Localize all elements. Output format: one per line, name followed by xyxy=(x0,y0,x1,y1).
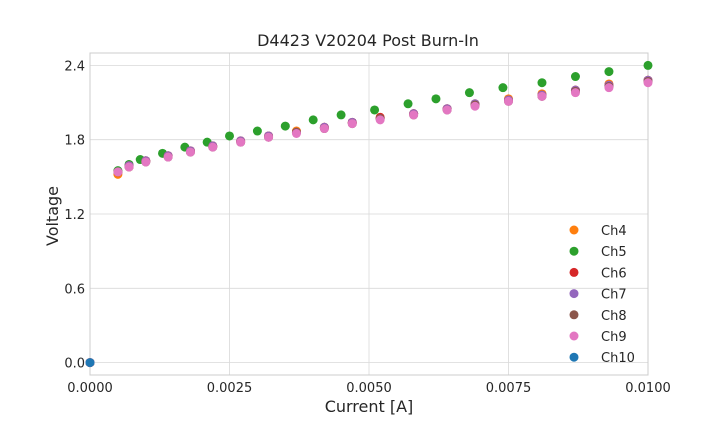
data-point xyxy=(252,126,262,136)
y-tick-label: 0.6 xyxy=(64,282,85,297)
x-axis-title: Current [A] xyxy=(325,397,414,416)
data-point xyxy=(336,110,346,120)
data-point xyxy=(124,162,134,172)
data-point xyxy=(537,91,547,101)
data-point xyxy=(570,72,580,82)
y-tick-label: 2.4 xyxy=(64,59,85,74)
data-point xyxy=(113,167,123,177)
x-tick-label: 0.0000 xyxy=(67,381,113,396)
x-axis-ticks: 0.0000 0.0025 0.0050 0.0075 0.0100 xyxy=(67,381,671,396)
legend-marker xyxy=(569,331,579,341)
legend-marker xyxy=(569,246,579,256)
data-point xyxy=(375,115,385,125)
data-point xyxy=(537,78,547,88)
legend-item-ch7: Ch7 xyxy=(569,288,627,303)
legend-label: Ch6 xyxy=(601,266,627,281)
data-point xyxy=(319,124,329,134)
data-point xyxy=(403,99,413,109)
legend-marker xyxy=(569,352,579,362)
legend-item-ch8: Ch8 xyxy=(569,309,627,324)
x-tick-label: 0.0025 xyxy=(207,381,253,396)
y-axis-ticks: 0.0 0.6 1.2 1.8 2.4 xyxy=(64,59,85,371)
data-point xyxy=(308,115,318,125)
data-point xyxy=(604,83,614,93)
data-point xyxy=(643,78,653,88)
data-point xyxy=(225,131,234,141)
data-point xyxy=(464,88,474,98)
y-tick-label: 1.8 xyxy=(64,134,85,149)
data-point xyxy=(643,60,653,70)
series-ch10 xyxy=(85,358,95,368)
data-point xyxy=(163,152,173,162)
data-point xyxy=(442,105,452,115)
data-point xyxy=(570,88,580,98)
y-tick-label: 1.2 xyxy=(64,208,85,223)
x-tick-label: 0.0100 xyxy=(625,381,671,396)
data-point xyxy=(236,137,246,147)
data-point xyxy=(470,101,480,111)
legend-marker xyxy=(569,310,579,320)
legend-label: Ch10 xyxy=(601,351,635,366)
legend-item-ch4: Ch4 xyxy=(569,224,627,239)
grid xyxy=(89,53,649,375)
legend-label: Ch8 xyxy=(601,309,627,324)
legend-item-ch10: Ch10 xyxy=(569,351,635,366)
data-point xyxy=(85,358,95,368)
x-tick-label: 0.0050 xyxy=(346,381,392,396)
data-point xyxy=(280,121,290,131)
legend-label: Ch9 xyxy=(601,330,627,345)
data-point xyxy=(347,119,357,129)
chart-title: D4423 V20204 Post Burn-In xyxy=(257,31,479,50)
legend-item-ch6: Ch6 xyxy=(569,266,627,281)
data-point xyxy=(208,142,218,152)
y-axis-title: Voltage xyxy=(43,186,62,246)
data-point xyxy=(370,105,380,115)
data-point xyxy=(264,132,274,142)
data-point xyxy=(291,129,301,138)
plot-frame xyxy=(89,52,649,376)
y-tick-label: 0.0 xyxy=(64,357,85,372)
legend-label: Ch7 xyxy=(601,288,627,303)
legend-item-ch9: Ch9 xyxy=(569,330,627,345)
data-point xyxy=(498,83,508,93)
legend-label: Ch5 xyxy=(601,245,627,260)
data-point xyxy=(604,67,614,77)
data-point xyxy=(504,96,513,106)
data-point xyxy=(431,94,441,104)
legend: Ch4 Ch5 Ch6 Ch7 Ch8 Ch9 Ch10 xyxy=(569,224,635,366)
x-tick-label: 0.0075 xyxy=(486,381,532,396)
legend-marker xyxy=(569,225,579,235)
data-point xyxy=(141,157,151,167)
data-points xyxy=(85,60,653,368)
legend-item-ch5: Ch5 xyxy=(569,245,627,260)
data-point xyxy=(185,147,195,157)
data-point xyxy=(409,110,419,120)
legend-marker xyxy=(569,267,579,277)
legend-label: Ch4 xyxy=(601,224,627,239)
legend-marker xyxy=(569,289,579,299)
